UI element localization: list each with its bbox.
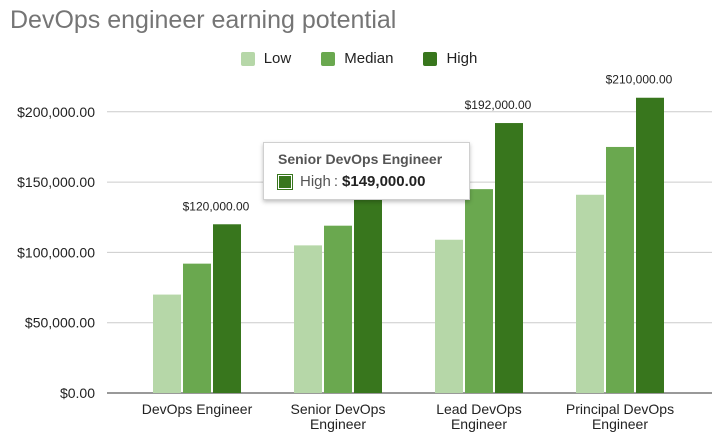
- x-category-label: DevOps Engineer: [142, 401, 253, 417]
- data-label: $210,000.00: [606, 73, 673, 87]
- legend-swatch-low: [240, 51, 255, 66]
- y-tick-label: $0.00: [60, 385, 95, 401]
- bar-high-1[interactable]: [354, 183, 382, 393]
- bar-median-3[interactable]: [606, 146, 634, 393]
- bar-low-0[interactable]: [153, 294, 181, 393]
- legend-item-median[interactable]: Median: [321, 50, 393, 67]
- x-category-label: Senior DevOps: [291, 401, 386, 417]
- chart-tooltip: Senior DevOps Engineer High : $149,000.0…: [263, 142, 470, 200]
- bar-high-2[interactable]: [495, 123, 523, 393]
- y-tick-label: $150,000.00: [17, 174, 95, 190]
- tooltip-row: High : $149,000.00: [277, 173, 455, 190]
- legend-item-low[interactable]: Low: [240, 50, 292, 67]
- bar-high-0[interactable]: [213, 224, 241, 393]
- bar-low-1[interactable]: [294, 245, 322, 393]
- legend-label-median: Median: [344, 50, 394, 67]
- legend-label-high: High: [446, 50, 478, 67]
- x-category-label: Engineer: [451, 416, 507, 432]
- tooltip-series-name: High: [300, 173, 331, 190]
- bar-low-2[interactable]: [435, 239, 463, 393]
- data-label: $192,000.00: [465, 98, 532, 112]
- legend-item-high[interactable]: High: [423, 50, 477, 67]
- bar-median-1[interactable]: [324, 225, 352, 393]
- bar-median-0[interactable]: [183, 263, 211, 393]
- legend-label-low: Low: [263, 50, 292, 67]
- legend-swatch-high: [423, 51, 438, 66]
- tooltip-separator: :: [333, 173, 339, 190]
- data-label: $120,000.00: [183, 199, 250, 213]
- chart-title: DevOps engineer earning potential: [10, 6, 397, 34]
- tooltip-value: $149,000.00: [342, 173, 426, 190]
- x-category-label: Engineer: [310, 416, 366, 432]
- y-tick-label: $200,000.00: [17, 104, 95, 120]
- bar-low-3[interactable]: [576, 194, 604, 393]
- legend-swatch-median: [321, 51, 336, 66]
- y-tick-label: $50,000.00: [25, 315, 95, 331]
- y-tick-label: $100,000.00: [17, 244, 95, 260]
- x-category-label: Engineer: [592, 416, 648, 432]
- chart-legend: Low Median High: [0, 50, 718, 67]
- bar-high-3[interactable]: [636, 97, 664, 394]
- tooltip-swatch: [277, 173, 293, 190]
- x-category-label: Principal DevOps: [566, 401, 674, 417]
- tooltip-title: Senior DevOps Engineer: [278, 151, 443, 167]
- x-category-label: Lead DevOps: [436, 401, 522, 417]
- bar-median-2[interactable]: [465, 189, 493, 393]
